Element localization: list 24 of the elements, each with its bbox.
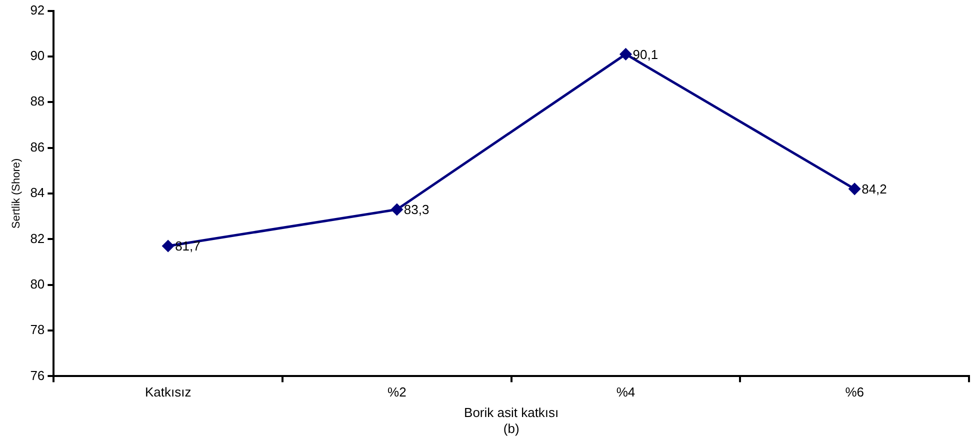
y-tick-label: 88 bbox=[30, 94, 45, 109]
x-tick-label: %6 bbox=[845, 384, 864, 400]
x-tick-label: %4 bbox=[616, 384, 636, 400]
y-tick-label: 90 bbox=[30, 48, 45, 64]
y-tick-label: 86 bbox=[30, 139, 45, 154]
point bbox=[391, 204, 403, 216]
x-tick-label: Katkısız bbox=[144, 384, 192, 400]
point bbox=[620, 48, 632, 60]
y-tick-label: 84 bbox=[30, 185, 45, 200]
y-tick-label: 92 bbox=[30, 2, 45, 18]
data-label: 81,7 bbox=[175, 238, 200, 254]
point bbox=[162, 240, 174, 252]
y-axis-title: Sertlik (Shore) bbox=[10, 158, 23, 229]
y-tick-label: 82 bbox=[30, 230, 45, 246]
y-tick-label: 78 bbox=[30, 322, 45, 338]
data-label: 84,2 bbox=[862, 182, 887, 197]
x-tick-label: %2 bbox=[388, 384, 406, 400]
y-tick-label: 76 bbox=[30, 368, 45, 383]
point bbox=[848, 183, 860, 195]
text: (b) bbox=[503, 420, 520, 436]
data-label: 90,1 bbox=[632, 46, 658, 62]
data-label: 83,3 bbox=[404, 202, 430, 218]
y-tick-label: 80 bbox=[30, 276, 45, 292]
x-axis-title: Borik asit katkısı bbox=[464, 405, 559, 420]
